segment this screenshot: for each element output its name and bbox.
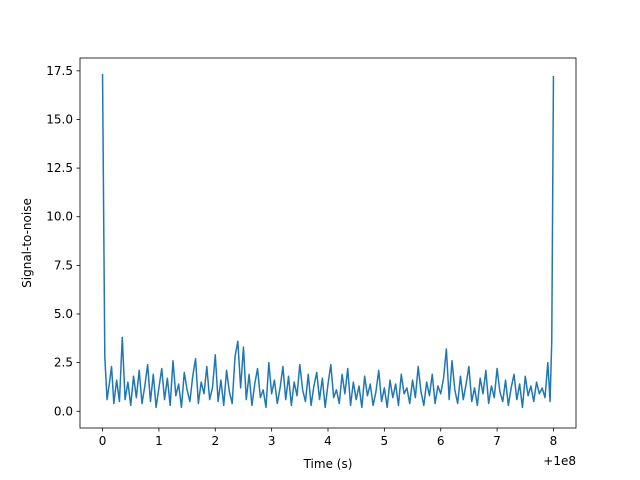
x-axis-label: Time (s) bbox=[303, 457, 353, 471]
y-tick-label: 17.5 bbox=[46, 64, 73, 78]
y-tick-label: 0.0 bbox=[54, 404, 73, 418]
x-axis-ticks: 0 1 2 3 4 5 6 7 8 bbox=[99, 428, 558, 448]
plot-area bbox=[80, 58, 576, 428]
x-offset-label: +1e8 bbox=[543, 454, 576, 468]
y-tick-label: 5.0 bbox=[54, 307, 73, 321]
y-tick-label: 7.5 bbox=[54, 258, 73, 272]
series-line bbox=[101, 73, 555, 409]
x-tick-label: 7 bbox=[493, 434, 501, 448]
y-axis-label: Signal-to-noise bbox=[20, 198, 34, 288]
y-tick-label: 2.5 bbox=[54, 356, 73, 370]
x-tick-label: 0 bbox=[99, 434, 107, 448]
x-tick-label: 8 bbox=[550, 434, 558, 448]
x-tick-label: 3 bbox=[268, 434, 276, 448]
y-tick-label: 10.0 bbox=[46, 210, 73, 224]
x-tick-label: 5 bbox=[381, 434, 389, 448]
x-tick-label: 2 bbox=[211, 434, 219, 448]
x-tick-label: 1 bbox=[155, 434, 163, 448]
y-tick-label: 15.0 bbox=[46, 112, 73, 126]
y-axis-ticks: 0.0 2.5 5.0 7.5 10.0 12.5 15.0 17.5 bbox=[46, 64, 80, 418]
x-tick-label: 4 bbox=[324, 434, 332, 448]
x-tick-label: 6 bbox=[437, 434, 445, 448]
y-tick-label: 12.5 bbox=[46, 161, 73, 175]
